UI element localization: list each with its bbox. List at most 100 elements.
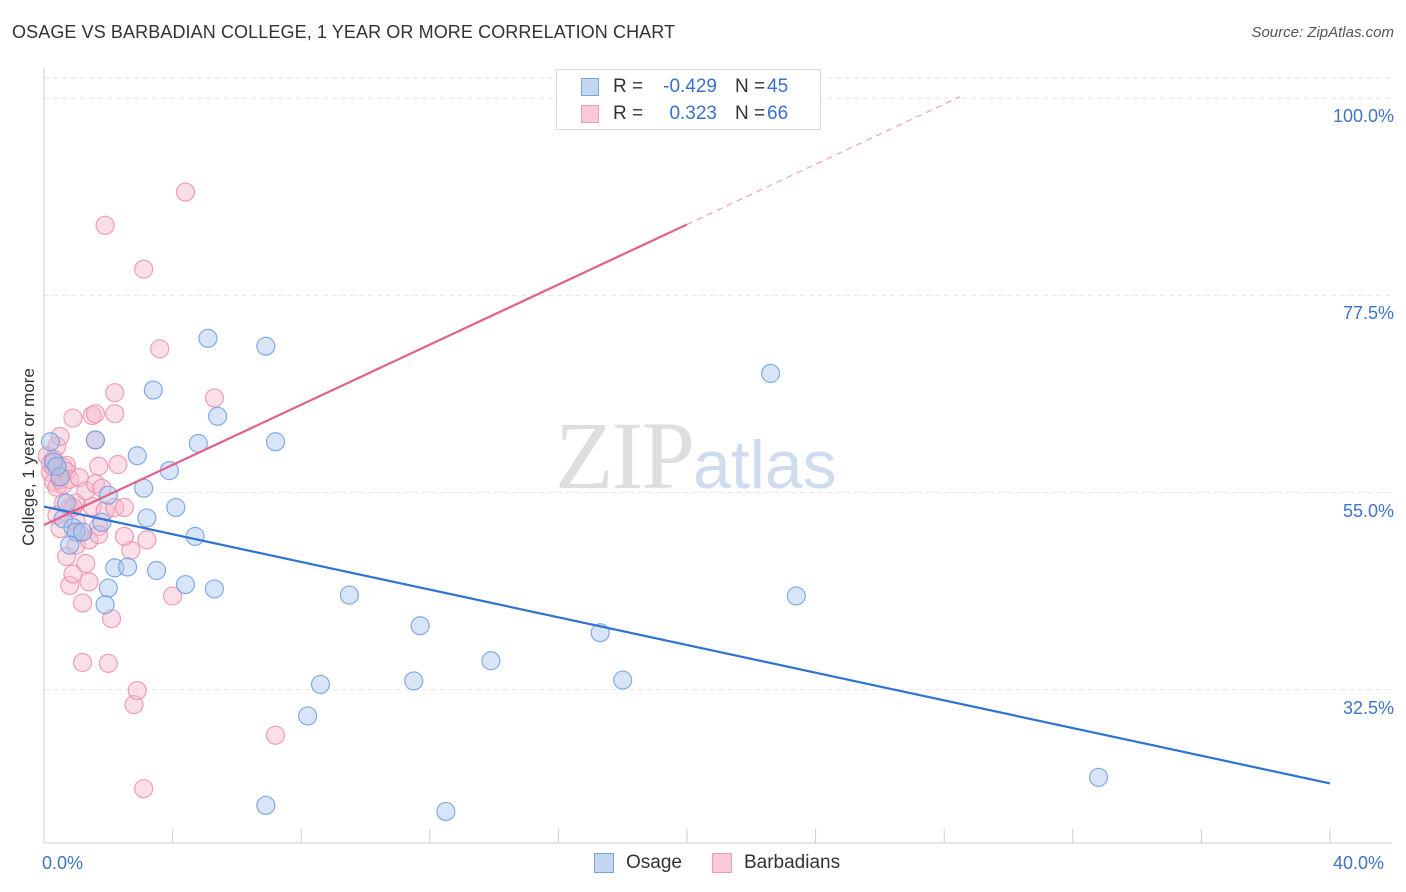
osage-trend-line: [43, 505, 1331, 785]
barbadians-point: [204, 388, 224, 408]
legend-row-osage: R = -0.429 N = 45: [581, 75, 788, 99]
chart-source: Source: ZipAtlas.com: [1251, 24, 1394, 41]
barbadians-point: [85, 404, 106, 424]
barbadians-point: [124, 694, 144, 715]
legend-n-value: 45: [767, 76, 789, 97]
x-tick-label-max: 40.0%: [1333, 853, 1385, 873]
series-legend: Osage Barbadians: [594, 852, 870, 874]
barbadians-legend-label: Barbadians: [743, 852, 841, 873]
barbadians-point: [79, 572, 99, 592]
grid-layer: [44, 77, 1392, 691]
barbadians-point: [50, 426, 70, 447]
legend-row-barbadians: R = 0.323 N = 66: [581, 102, 788, 126]
osage-point: [40, 432, 61, 452]
osage-point: [137, 508, 157, 528]
barbadians-point: [105, 497, 125, 518]
osage-point: [175, 574, 196, 595]
osage-point: [613, 670, 633, 690]
barbadians-point: [72, 593, 93, 613]
watermark-zip: ZIP: [555, 402, 695, 509]
osage-point: [92, 512, 112, 532]
osage-point: [1088, 767, 1109, 787]
legend-r-label: R =: [613, 76, 644, 97]
barbadians-point: [89, 524, 109, 545]
barbadians-point: [82, 405, 102, 426]
osage-points: [40, 328, 1109, 822]
osage-point: [256, 336, 276, 356]
legend-item-barbadians: Barbadians: [711, 852, 841, 874]
barbadians-point: [134, 259, 154, 279]
legend-n-value: 66: [767, 103, 789, 124]
legend-n-label: N =: [735, 103, 766, 124]
legend-n-label: N =: [735, 76, 766, 97]
osage-point: [143, 380, 163, 400]
barbadians-point: [114, 526, 134, 546]
barbadians-point: [101, 609, 122, 629]
barbadians-point: [137, 530, 157, 550]
y-tick-label: 32.5%: [1342, 697, 1394, 718]
osage-point: [410, 616, 430, 636]
osage-point: [98, 578, 118, 598]
y-tick-label: 100.0%: [1332, 106, 1394, 127]
osage-point: [436, 801, 456, 822]
osage-point: [166, 497, 186, 518]
barbadians-point: [89, 456, 109, 476]
osage-point: [256, 795, 276, 815]
barbadians-point: [175, 182, 196, 202]
correlation-legend: R = -0.429 N = 45 R = 0.323 N = 66: [556, 69, 821, 130]
osage-point: [760, 363, 781, 383]
barbadians-point: [76, 553, 96, 574]
barbadians-point: [163, 586, 183, 606]
osage-point: [339, 585, 360, 605]
osage-point: [310, 674, 331, 695]
osage-point: [786, 586, 806, 606]
osage-point: [47, 456, 67, 476]
legend-r-label: R =: [613, 103, 644, 124]
barbadians-point: [105, 383, 125, 403]
chart-title: OSAGE VS BARBADIAN COLLEGE, 1 YEAR OR MO…: [12, 22, 676, 42]
osage-point: [185, 526, 205, 546]
osage-point: [265, 432, 286, 452]
osage-point: [481, 651, 501, 671]
osage-point: [60, 535, 80, 555]
watermark: ZIPatlas: [555, 400, 837, 511]
y-tick-label: 77.5%: [1342, 303, 1394, 324]
osage-point: [117, 557, 138, 577]
osage-point: [127, 446, 147, 466]
barbadians-point: [150, 339, 170, 359]
barbadians-point: [134, 779, 154, 799]
osage-legend-label: Osage: [626, 852, 682, 873]
osage-point: [72, 522, 93, 542]
osage-point: [146, 560, 167, 581]
barbadians-point: [63, 408, 83, 428]
barbadians-point: [60, 575, 80, 596]
barbadians-point: [127, 680, 147, 701]
watermark-atlas: atlas: [693, 427, 837, 503]
barbadians-point: [114, 497, 134, 518]
legend-item-osage: Osage: [594, 852, 682, 874]
axis-layer: [43, 68, 1392, 844]
barbadians-points: [37, 88, 655, 799]
osage-point: [298, 706, 318, 726]
barbadians-point: [95, 215, 115, 235]
osage-point: [85, 430, 106, 450]
osage-point: [198, 328, 218, 348]
osage-swatch: [581, 78, 599, 96]
barbadians-legend-swatch: [711, 853, 732, 873]
barbadians-point: [265, 725, 286, 745]
y-tick-label: 55.0%: [1342, 500, 1394, 521]
barbadians-point: [105, 404, 125, 424]
barbadians-point: [63, 564, 83, 584]
osage-legend-swatch: [594, 853, 614, 873]
osage-point: [50, 467, 70, 487]
barbadians-point: [121, 540, 141, 560]
barbadians-swatch: [581, 105, 599, 123]
trend-lines: [43, 95, 1331, 785]
barbadians-point: [108, 454, 128, 475]
osage-point: [404, 671, 424, 691]
osage-point: [208, 406, 228, 426]
barbadians-point: [72, 652, 93, 673]
barbadians-trend-line: [43, 223, 688, 526]
legend-r-value: 0.323: [669, 103, 717, 124]
